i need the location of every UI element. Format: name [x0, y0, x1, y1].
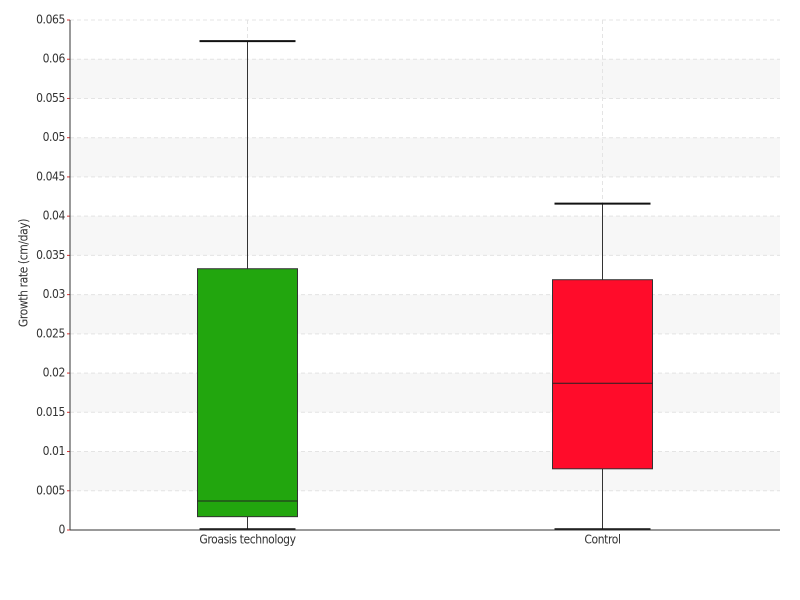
- y-tick-label: 0.045: [36, 169, 65, 183]
- y-tick-label: 0.015: [36, 405, 65, 419]
- y-tick-label: 0.005: [36, 483, 65, 497]
- box: [197, 268, 298, 518]
- grid-band: [70, 294, 780, 334]
- y-tick-label: 0.025: [36, 326, 65, 340]
- bands: [70, 59, 780, 491]
- x-tick-label: Control: [584, 533, 620, 547]
- grid-band: [70, 137, 780, 177]
- y-axis-label: Growth rate (cm/day): [17, 219, 31, 327]
- y-tick-label: 0.04: [43, 209, 66, 223]
- y-tick-label: 0.035: [36, 248, 65, 262]
- y-tick-label: 0.06: [43, 52, 66, 66]
- grid-band: [70, 216, 780, 256]
- x-tick-label: Groasis technology: [199, 533, 296, 547]
- y-tick-label: 0.065: [36, 13, 65, 27]
- y-tick-label: 0.02: [43, 366, 65, 380]
- grid-band: [70, 373, 780, 413]
- y-tick-label: 0.03: [43, 287, 65, 301]
- y-tick-label: 0: [59, 523, 66, 537]
- box: [552, 279, 653, 470]
- grid-band: [70, 451, 780, 491]
- y-tick-label: 0.01: [43, 444, 65, 458]
- y-tick-label: 0.055: [36, 91, 65, 105]
- grid-band: [70, 59, 780, 99]
- y-tick-label: 0.05: [43, 130, 65, 144]
